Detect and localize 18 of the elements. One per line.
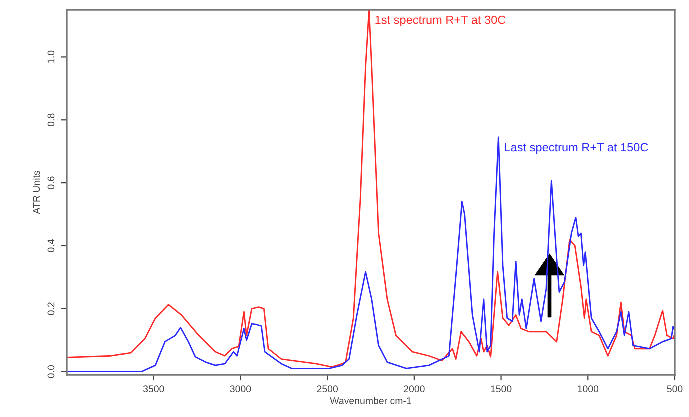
x-tick-label: 1000 [578,386,599,393]
y-axis-title: ATR Units [32,171,40,214]
line-series [67,136,675,373]
series-label: Last spectrum R+T at 150C [505,143,648,154]
y-tick-label: 0.2 [48,302,55,316]
x-tick-label: 500 [667,386,683,393]
x-tick-label: 3000 [230,386,252,393]
x-tick-label: 2000 [404,386,425,393]
y-tick-label: 0.8 [48,114,55,127]
x-tick-label: 1500 [491,386,512,393]
x-axis-title: Wavenumber cm-1 [330,397,412,404]
series-label: 1st spectrum R+T at 30C [376,16,506,27]
y-tick-label: 0.4 [48,240,55,252]
y-tick-label: 0.0 [48,365,55,378]
x-tick-label: 3500 [143,386,164,393]
x-tick-label: 2500 [317,386,338,393]
y-tick-label: 1.0 [48,50,55,64]
y-tick-label: 0.6 [48,176,55,190]
